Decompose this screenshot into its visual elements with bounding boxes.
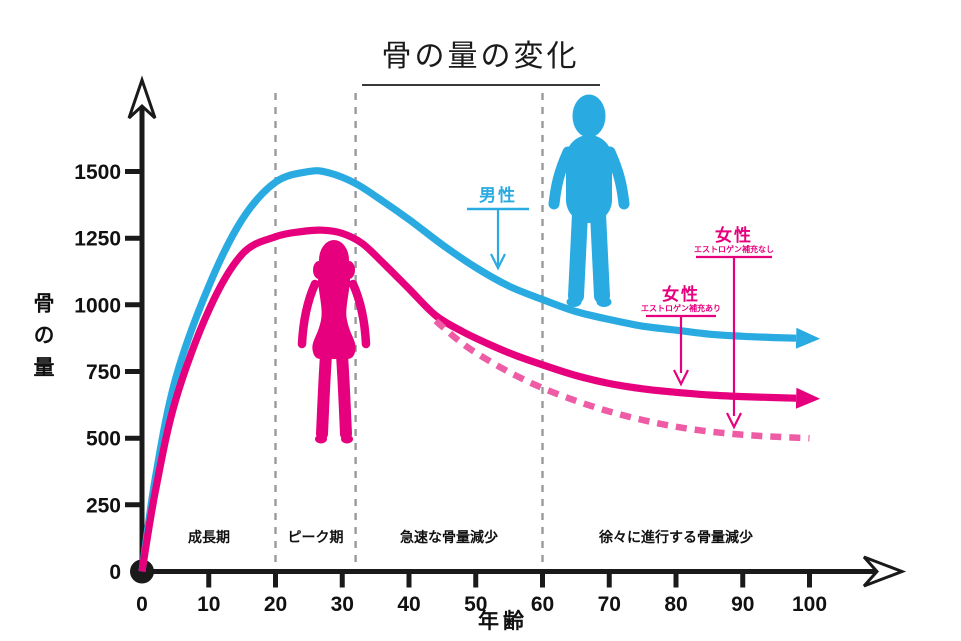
female-without-estrogen-label: 女性 bbox=[715, 225, 753, 245]
female-with-estrogen-sublabel: エストロゲン補充あり bbox=[641, 303, 721, 313]
phase-label-growth: 成長期 bbox=[188, 529, 230, 545]
x-tick-label: 80 bbox=[664, 593, 687, 616]
male-curve-label: 男性 bbox=[479, 185, 517, 205]
x-tick-label: 40 bbox=[397, 593, 420, 616]
male-silhouette-icon bbox=[548, 94, 630, 307]
female-silhouette-icon bbox=[297, 240, 371, 444]
x-tick-label: 30 bbox=[331, 593, 354, 616]
curve-arrowhead-male bbox=[795, 327, 821, 349]
y-tick-label: 1000 bbox=[74, 294, 121, 317]
y-tick-label: 1500 bbox=[74, 161, 121, 184]
x-tick-label: 70 bbox=[598, 593, 621, 616]
y-tick-label: 250 bbox=[86, 494, 121, 517]
x-axis-label: 年齢 bbox=[478, 610, 528, 633]
y-tick-label: 500 bbox=[86, 428, 121, 451]
x-tick-label: 10 bbox=[197, 593, 220, 616]
y-tick-label: 1250 bbox=[74, 228, 121, 251]
female-without-estrogen-pointer-arrow-icon bbox=[726, 412, 742, 430]
curve-female-estrogen bbox=[138, 226, 797, 573]
female-with-estrogen-pointer-arrow-icon bbox=[673, 369, 689, 387]
female-without-estrogen-annotation: 女性 エストロゲン補充なし bbox=[694, 225, 774, 430]
female-with-estrogen-label: 女性 bbox=[662, 284, 700, 304]
y-axis-arrow-icon bbox=[127, 75, 157, 120]
x-tick-label: 60 bbox=[531, 593, 554, 616]
x-tick-label: 50 bbox=[464, 593, 487, 616]
phase-label-rapid-loss: 急速な骨量減少 bbox=[400, 529, 498, 545]
x-tick-label: 0 bbox=[136, 593, 148, 616]
male-curve-annotation: 男性 bbox=[467, 185, 529, 271]
curve-male bbox=[138, 167, 797, 573]
curve-female-no-estrogen bbox=[433, 318, 810, 442]
phase-label-peak: ピーク期 bbox=[288, 529, 344, 545]
page-title: 骨の量の変化 bbox=[361, 31, 600, 86]
y-axis-label: 骨の量 bbox=[31, 292, 54, 388]
x-tick-label: 90 bbox=[731, 593, 754, 616]
male-pointer-arrow-icon bbox=[490, 253, 506, 271]
title-wrap: 骨の量の変化 bbox=[0, 31, 961, 86]
x-tick-label: 20 bbox=[264, 593, 287, 616]
curve-arrowhead-female-estrogen bbox=[795, 387, 821, 409]
x-axis-arrow-icon bbox=[862, 555, 907, 588]
y-tick-label: 750 bbox=[86, 361, 121, 384]
female-with-estrogen-annotation: 女性 エストロゲン補充あり bbox=[641, 284, 721, 387]
y-tick-label: 0 bbox=[109, 561, 121, 584]
phase-label-gradual-loss: 徐々に進行する骨量減少 bbox=[598, 529, 753, 545]
female-without-estrogen-sublabel: エストロゲン補充なし bbox=[694, 244, 774, 254]
x-tick-label: 100 bbox=[792, 593, 827, 616]
